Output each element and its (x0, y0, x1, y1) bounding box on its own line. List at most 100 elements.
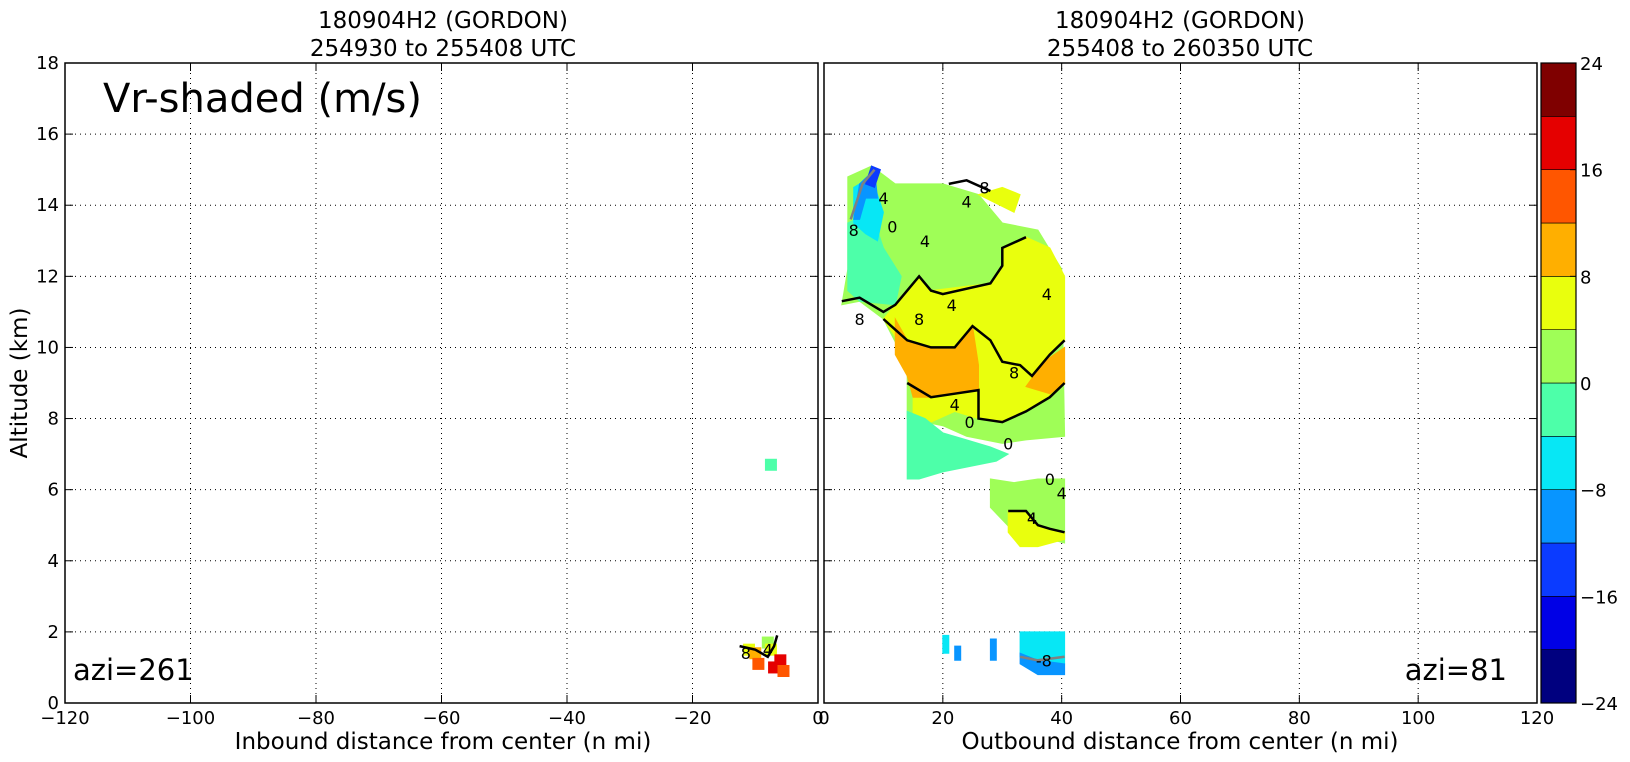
colorbar-block (1540, 222, 1577, 277)
contour-label: 8 (849, 221, 859, 240)
colorbar-block (1540, 329, 1577, 384)
left-x-axis-label: Inbound distance from center (n mi) (235, 729, 652, 755)
contour-label: 0 (1003, 434, 1013, 453)
contour-label: 4 (1057, 484, 1067, 503)
contour-label: 4 (1042, 285, 1052, 304)
left-panel: 180904H2 (GORDON) 254930 to 255408 UTC 8… (7, 8, 824, 755)
left-azi-label: azi=261 (73, 653, 194, 687)
x-tick-label: 0 (812, 708, 823, 729)
colorbar-tick-label: −24 (1580, 694, 1618, 715)
right-azi-label: azi=81 (1405, 653, 1507, 687)
vr-cell (752, 657, 765, 670)
contour-line (1008, 509, 1065, 534)
contour-line (906, 381, 1066, 424)
contour-label: 4 (920, 232, 930, 251)
colorbar-block (1540, 542, 1577, 597)
vr-region (864, 165, 882, 189)
colorbar-tick-label: 24 (1580, 54, 1603, 75)
x-tick-label: −120 (40, 708, 89, 729)
right-panel: 180904H2 (GORDON) 255408 to 260350 UTC 4… (818, 8, 1554, 755)
colorbar: 24 16 8 0 −8 −16 −24 (1540, 54, 1618, 715)
contour-line (882, 318, 1066, 378)
y-axis-label: Altitude (km) (7, 308, 33, 459)
colorbar-tick-label: 0 (1580, 374, 1591, 395)
x-tick-label: 80 (1288, 708, 1311, 729)
left-x-ticks: −120 −100 −80 −60 −40 −20 0 (40, 62, 824, 729)
left-y-ticks: 0 2 4 6 8 10 12 14 16 18 (36, 53, 59, 714)
colorbar-tick-label: 8 (1580, 267, 1591, 288)
vr-shaded-annotation: Vr-shaded (m/s) (103, 76, 422, 122)
contour-label: 8 (741, 644, 751, 663)
x-tick-label: −80 (297, 708, 335, 729)
contour-label: 4 (878, 189, 888, 208)
vr-region (954, 645, 962, 661)
contour-label: 8 (914, 310, 924, 329)
contour-line (841, 236, 1027, 314)
vr-region (906, 410, 1010, 480)
colorbar-block (1540, 649, 1577, 704)
colorbar-block (1540, 62, 1577, 117)
contour-label: 4 (947, 296, 957, 315)
contour-label: 0 (1045, 470, 1055, 489)
colorbar-block (1540, 382, 1577, 437)
colorbar-block (1540, 596, 1577, 650)
x-tick-label: −40 (548, 708, 586, 729)
contour-label: 0 (964, 413, 974, 432)
vr-region (942, 634, 950, 654)
right-title-line2: 255408 to 260350 UTC (1047, 36, 1313, 62)
x-tick-label: 0 (818, 708, 829, 729)
contour-label: 4 (962, 193, 972, 212)
contour-label: 4 (763, 641, 773, 660)
contour-label: 8 (1009, 363, 1019, 382)
contour-label: -8 (1036, 651, 1052, 670)
y-tick-label: 18 (36, 53, 59, 74)
y-tick-label: 16 (36, 124, 59, 145)
left-grid (65, 63, 818, 703)
colorbar-ticks: 24 16 8 0 −8 −16 −24 (1570, 54, 1618, 715)
colorbar-blocks (1540, 62, 1577, 704)
y-tick-label: 6 (48, 480, 59, 501)
colorbar-tick-label: −16 (1580, 587, 1618, 608)
colorbar-block (1540, 436, 1577, 490)
vr-cell (764, 458, 777, 471)
y-tick-label: 8 (48, 409, 59, 430)
contour-label: 8 (855, 310, 865, 329)
x-tick-label: 60 (1169, 708, 1192, 729)
colorbar-tick-label: 16 (1580, 161, 1603, 182)
right-x-axis-label: Outbound distance from center (n mi) (962, 729, 1399, 755)
x-tick-label: −20 (674, 708, 712, 729)
right-x-ticks: 0 20 40 60 80 100 120 (818, 62, 1554, 729)
vr-cell (777, 665, 790, 677)
vr-cell (774, 654, 787, 667)
y-tick-label: 10 (36, 337, 59, 358)
y-tick-label: 0 (48, 693, 59, 714)
left-title-line2: 254930 to 255408 UTC (310, 36, 576, 62)
y-tick-label: 12 (36, 266, 59, 287)
contour-label: 8 (979, 178, 989, 197)
y-tick-label: 2 (48, 622, 59, 643)
colorbar-block (1540, 489, 1577, 544)
vr-region (977, 186, 1021, 214)
contour-line-negative (1019, 655, 1065, 662)
y-tick-label: 14 (36, 195, 59, 216)
colorbar-block (1540, 276, 1577, 330)
contour-line-negative (849, 168, 876, 220)
x-tick-label: 100 (1401, 708, 1435, 729)
x-tick-label: −60 (423, 708, 461, 729)
contour-label: 4 (950, 395, 960, 414)
x-tick-label: −100 (166, 708, 215, 729)
x-tick-label: 40 (1050, 708, 1073, 729)
right-title-line1: 180904H2 (GORDON) (1055, 8, 1305, 34)
colorbar-tick-label: −8 (1580, 481, 1607, 502)
contour-label: 4 (1027, 509, 1037, 528)
left-title-line1: 180904H2 (GORDON) (318, 8, 568, 34)
contour-line (948, 178, 991, 193)
right-data-layer (841, 165, 1066, 676)
x-tick-label: 120 (1520, 708, 1554, 729)
colorbar-block (1540, 116, 1577, 170)
colorbar-block (1540, 169, 1577, 224)
contour-label: 0 (887, 218, 897, 237)
